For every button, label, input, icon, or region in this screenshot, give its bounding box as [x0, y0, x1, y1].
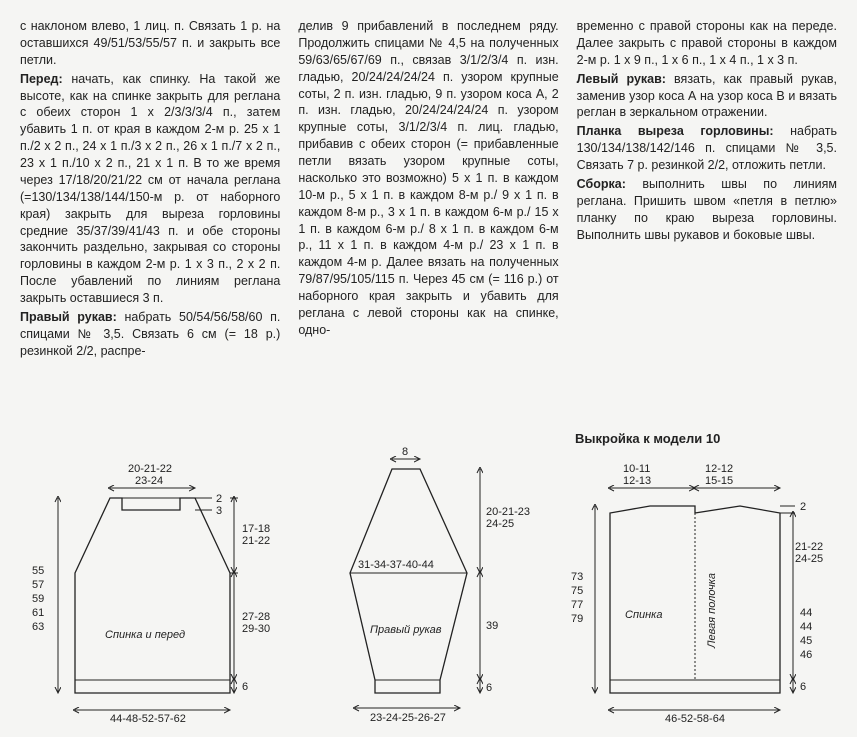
d1-top-w2: 23-24	[135, 475, 163, 487]
d1-neck-h2: 3	[216, 505, 222, 517]
column-2: делив 9 прибавлений в последнем ряду. Пр…	[298, 18, 558, 438]
d1-left-1: 55	[32, 565, 44, 577]
label-neckband: Планка выреза горловины:	[577, 124, 774, 138]
text-columns: с наклоном влево, 1 лиц. п. Связать 1 р.…	[20, 18, 837, 438]
d3-rib: 6	[800, 681, 806, 693]
d2-mid-w: 31-34-37-40-44	[358, 559, 434, 571]
d1-bottom-w: 44-48-52-57-62	[110, 713, 186, 723]
d2-label: Правый рукав	[370, 624, 442, 636]
d1-side2: 29-30	[242, 623, 270, 635]
col3-p1: временно с правой стороны как на переде.…	[577, 18, 837, 69]
column-3: временно с правой стороны как на переде.…	[577, 18, 837, 438]
d3-l4: 79	[571, 613, 583, 625]
col3-p4: Сборка: выполнить швы по линиям реглана.…	[577, 176, 837, 244]
d3-sh1: 21-22	[795, 541, 823, 553]
d1-raglan1: 17-18-20	[242, 523, 270, 535]
d3-r2: 44	[800, 621, 812, 633]
d1-rib: 6	[242, 681, 248, 693]
d2-rib: 6	[486, 682, 492, 694]
d3-r3: 45	[800, 635, 812, 647]
d2-side: 39	[486, 620, 498, 632]
d1-label: Спинка и перед	[105, 629, 185, 641]
d1-left-3: 59	[32, 593, 44, 605]
d2-rag2: 24-25	[486, 518, 514, 530]
d3-tn3: 12-13	[623, 475, 651, 487]
d3-sh2: 24-25	[795, 553, 823, 565]
d2-rag1: 20-21-23	[486, 506, 530, 518]
diagram-title: Выкройка к модели 10	[575, 430, 720, 448]
d3-neck: 2	[800, 501, 806, 513]
col1-p2-text: начать, как спинку. На такой же высоте, …	[20, 72, 280, 305]
diagram-back-front: 20-21-22 23-24 2 3 17-18-20 21-22 27-28-…	[20, 458, 270, 723]
label-pered: Перед:	[20, 72, 63, 86]
d1-left-4: 61	[32, 607, 44, 619]
label-right-sleeve: Правый рукав:	[20, 310, 117, 324]
column-1: с наклоном влево, 1 лиц. п. Связать 1 р.…	[20, 18, 280, 438]
diagram-right-sleeve: 8 20-21-23 24-25 31-34-37-40-44 39 6 23-…	[300, 443, 550, 723]
d3-tn1: 10-11	[623, 463, 650, 475]
d1-left-5: 63	[32, 621, 44, 633]
d3-bottom: 46-52-58-64	[665, 713, 725, 723]
d3-tn4: 15-15	[705, 475, 733, 487]
col1-p1: с наклоном влево, 1 лиц. п. Связать 1 р.…	[20, 18, 280, 69]
col3-p3: Планка выреза горловины: набрать 130/134…	[577, 123, 837, 174]
col1-p3: Правый рукав: набрать 50/54/56/58/60 п. …	[20, 309, 280, 360]
col1-p2: Перед: начать, как спинку. На такой же в…	[20, 71, 280, 307]
d3-lbl-front: Левая полочка	[706, 573, 718, 649]
diagram-model10: 10-11 12-13 12-12 15-15 2 21-22 24-25 73…	[565, 458, 845, 723]
d1-left-2: 57	[32, 579, 44, 591]
d1-neck-h1: 2	[216, 493, 222, 505]
col3-p2: Левый рукав: вязать, как правый рукав, з…	[577, 71, 837, 122]
d2-bottom-w: 23-24-25-26-27	[370, 712, 446, 723]
d1-top-w1: 20-21-22	[128, 463, 172, 475]
d3-r4: 46	[800, 649, 812, 661]
d3-l3: 77	[571, 599, 583, 611]
d3-tn2: 12-12	[705, 463, 733, 475]
d1-side1: 27-28-28	[242, 611, 270, 623]
d1-raglan2: 21-22	[242, 535, 270, 547]
label-left-sleeve: Левый рукав:	[577, 72, 666, 86]
d3-l1: 73	[571, 571, 583, 583]
d3-lbl-back: Спинка	[625, 609, 662, 621]
d2-top-w: 8	[402, 446, 408, 458]
col2-p1: делив 9 прибавлений в последнем ряду. Пр…	[298, 18, 558, 339]
diagrams-area: 20-21-22 23-24 2 3 17-18-20 21-22 27-28-…	[20, 458, 840, 723]
d3-r1: 44	[800, 607, 812, 619]
label-assembly: Сборка:	[577, 177, 626, 191]
d3-l2: 75	[571, 585, 583, 597]
